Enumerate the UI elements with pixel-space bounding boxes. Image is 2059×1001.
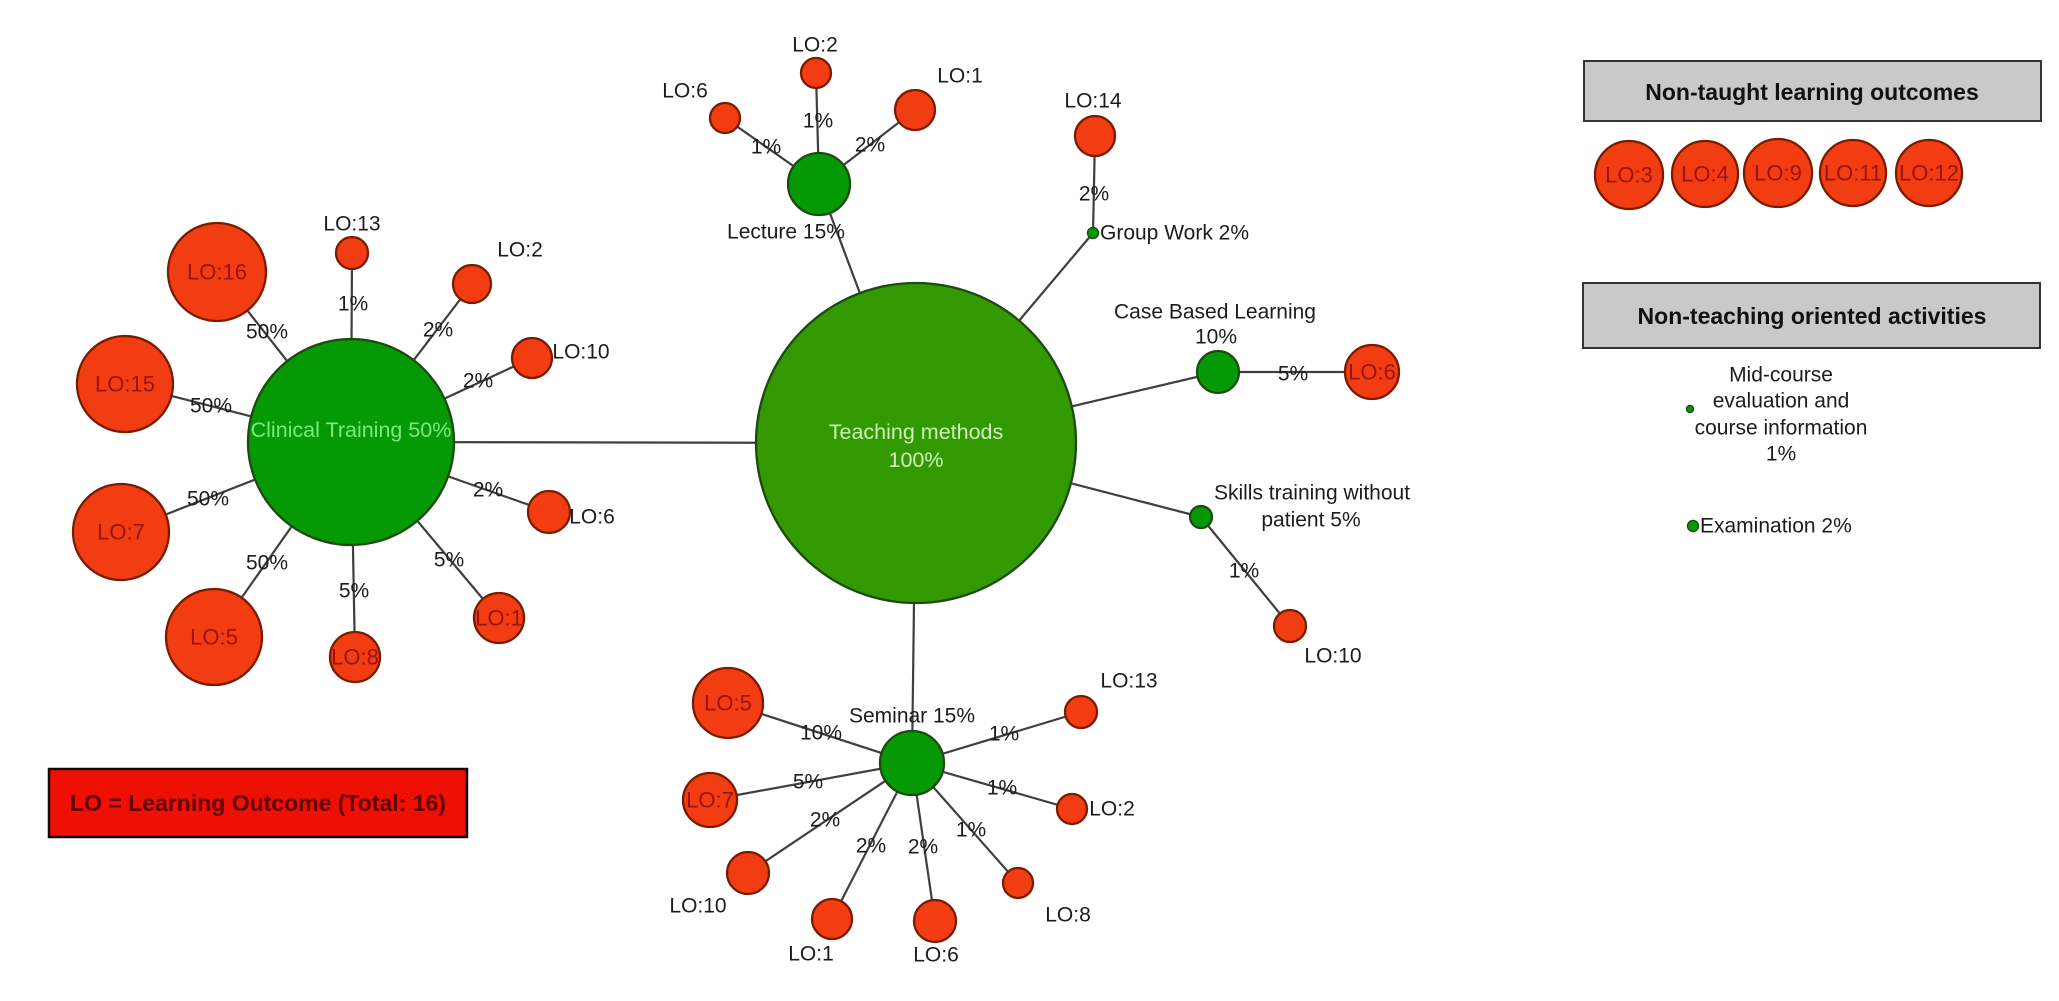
svg-text:10%: 10% [1195,326,1237,349]
svg-text:LO:2: LO:2 [1089,798,1135,821]
svg-text:2%: 2% [856,835,886,858]
svg-text:LO:13: LO:13 [323,213,380,236]
svg-text:50%: 50% [187,488,229,511]
svg-text:LO:15: LO:15 [95,372,155,397]
svg-text:LO:2: LO:2 [497,239,543,262]
svg-text:1%: 1% [338,293,368,316]
svg-text:patient 5%: patient 5% [1261,509,1360,532]
svg-text:LO:2: LO:2 [792,34,838,57]
svg-text:5%: 5% [793,771,823,794]
svg-text:5%: 5% [434,549,464,572]
svg-text:Teaching methods: Teaching methods [829,420,1004,444]
svg-text:LO:1: LO:1 [937,65,983,88]
svg-text:Non-taught learning outcomes: Non-taught learning outcomes [1645,79,1979,105]
svg-text:LO:16: LO:16 [187,260,247,285]
svg-text:Non-teaching oriented activiti: Non-teaching oriented activities [1638,303,1987,329]
svg-text:LO:4: LO:4 [1681,162,1729,187]
svg-text:1%: 1% [1766,443,1796,466]
svg-text:LO:10: LO:10 [1304,645,1361,668]
svg-text:LO:5: LO:5 [190,625,238,650]
svg-text:LO:6: LO:6 [662,80,708,103]
svg-text:10%: 10% [800,722,842,745]
svg-text:LO:3: LO:3 [1605,163,1653,188]
svg-text:LO:8: LO:8 [331,645,379,670]
svg-text:5%: 5% [339,580,369,603]
svg-text:LO:14: LO:14 [1064,90,1122,113]
svg-text:100%: 100% [889,448,944,472]
svg-text:LO:7: LO:7 [97,520,145,545]
svg-text:Seminar 15%: Seminar 15% [849,705,975,728]
svg-text:2%: 2% [908,836,938,859]
svg-text:LO:8: LO:8 [1045,904,1091,927]
svg-text:1%: 1% [989,723,1019,746]
svg-text:course information: course information [1695,417,1868,440]
svg-text:LO:6: LO:6 [913,944,959,967]
svg-text:LO:13: LO:13 [1100,670,1157,693]
svg-text:evaluation and: evaluation and [1713,390,1850,413]
svg-text:LO:10: LO:10 [669,895,726,918]
svg-text:LO:12: LO:12 [1899,161,1959,186]
svg-text:2%: 2% [1079,183,1109,206]
svg-text:1%: 1% [956,819,986,842]
svg-text:LO:1: LO:1 [788,943,834,966]
svg-text:2%: 2% [810,809,840,832]
svg-text:5%: 5% [1278,363,1308,386]
svg-text:2%: 2% [473,479,503,502]
svg-text:Skills training without: Skills training without [1214,482,1410,505]
svg-text:LO:6: LO:6 [569,506,615,529]
svg-text:LO:7: LO:7 [686,788,734,813]
svg-text:2%: 2% [855,134,885,157]
svg-text:1%: 1% [751,136,781,159]
svg-text:LO = Learning Outcome (Total:: LO = Learning Outcome (Total: 16) [70,790,446,816]
svg-text:LO:5: LO:5 [704,691,752,716]
svg-text:1%: 1% [803,110,833,133]
svg-text:50%: 50% [246,321,288,344]
svg-text:Lecture 15%: Lecture 15% [727,221,845,244]
svg-text:Mid-course: Mid-course [1729,364,1833,387]
svg-text:Case Based Learning: Case Based Learning [1114,301,1316,324]
svg-text:LO:10: LO:10 [552,341,609,364]
svg-text:2%: 2% [463,370,493,393]
svg-text:Examination 2%: Examination 2% [1700,515,1852,538]
svg-text:50%: 50% [190,395,232,418]
svg-text:2%: 2% [423,319,453,342]
svg-text:Group Work 2%: Group Work 2% [1100,222,1249,245]
svg-text:LO:9: LO:9 [1754,161,1802,186]
svg-text:LO:6: LO:6 [1348,360,1396,385]
svg-text:LO:11: LO:11 [1824,161,1882,186]
svg-text:50%: 50% [246,552,288,575]
svg-text:1%: 1% [1229,560,1259,583]
svg-text:LO:1: LO:1 [475,606,523,631]
svg-text:Clinical Training 50%: Clinical Training 50% [251,418,452,442]
svg-text:1%: 1% [987,777,1017,800]
